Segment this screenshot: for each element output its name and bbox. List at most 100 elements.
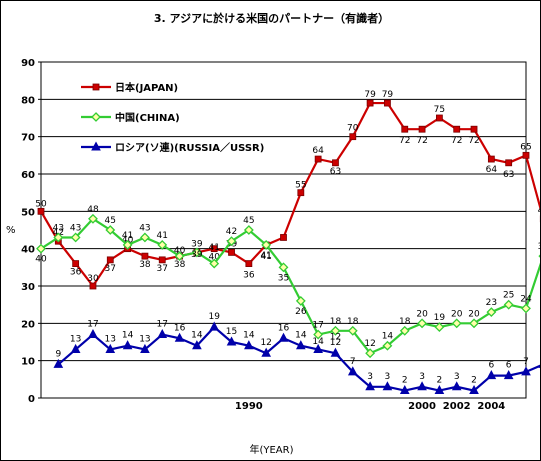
data-label: 14 (191, 331, 203, 341)
data-label: 17 (157, 320, 168, 330)
y-tick-label: 20 (21, 319, 35, 330)
data-point (106, 256, 114, 264)
data-point (36, 243, 46, 254)
x-tick-label: 2000 (408, 401, 436, 412)
data-label: 24 (520, 294, 532, 304)
data-label: 3 (385, 372, 391, 382)
data-label: 37 (105, 264, 116, 274)
data-point (330, 347, 341, 357)
data-label: 63 (503, 170, 514, 180)
data-point (434, 384, 445, 395)
data-label: 41 (208, 243, 219, 253)
data-label: 38 (174, 260, 186, 270)
data-label: 72 (416, 136, 427, 146)
data-point (503, 370, 514, 380)
data-point (469, 318, 479, 329)
data-point (245, 260, 253, 268)
data-label: 45 (243, 216, 254, 226)
data-point (92, 83, 100, 91)
data-label: 14 (122, 331, 134, 341)
data-point (88, 328, 98, 339)
data-point (366, 99, 374, 107)
data-label: 36 (70, 268, 82, 278)
data-label: 6 (506, 361, 512, 371)
data-point (486, 307, 497, 318)
data-point (209, 258, 220, 269)
data-point (295, 296, 306, 306)
data-point (280, 234, 287, 241)
data-point (469, 384, 479, 395)
data-point (72, 260, 80, 268)
data-label: 17 (87, 320, 98, 330)
data-point (278, 262, 289, 273)
data-point (451, 381, 462, 391)
data-label: 3 (454, 372, 460, 382)
data-label: 40 (35, 255, 47, 265)
x-tick-label: 1990 (235, 401, 263, 412)
data-label: 12 (260, 338, 271, 348)
data-label: 35 (278, 273, 289, 283)
data-label: 7 (523, 357, 529, 367)
data-label: 16 (278, 323, 290, 333)
data-label: 14 (382, 332, 394, 342)
data-label: 12 (330, 332, 341, 342)
data-label: 48 (538, 206, 540, 216)
data-point (313, 343, 323, 353)
data-point (314, 155, 322, 163)
data-point (209, 321, 220, 331)
data-point (243, 225, 254, 235)
data-point (244, 340, 254, 350)
data-label: 13 (70, 334, 81, 344)
data-label: 20 (416, 309, 428, 319)
data-label: 45 (105, 216, 116, 226)
y-tick-label: 90 (21, 58, 35, 69)
data-label: 9 (55, 349, 61, 359)
data-point (365, 381, 375, 391)
data-point (505, 159, 513, 167)
data-point (210, 245, 218, 253)
data-label: 41 (260, 251, 271, 261)
data-label: 18 (399, 317, 411, 327)
data-label: 72 (451, 136, 462, 146)
data-label: 19 (434, 313, 446, 323)
data-label: 43 (70, 223, 81, 233)
data-label: 50 (35, 199, 47, 209)
data-point (522, 151, 530, 159)
data-point (451, 318, 462, 329)
data-point (401, 125, 409, 133)
x-tick-label: 2004 (477, 401, 505, 412)
data-label: 13 (139, 334, 150, 344)
data-label: 6 (488, 361, 494, 371)
data-point (399, 384, 410, 395)
data-point (141, 252, 149, 260)
data-label: 19 (208, 312, 220, 322)
data-label: 72 (399, 136, 410, 146)
data-point (53, 358, 64, 368)
legend-label: 日本(JAPAN) (115, 81, 178, 94)
data-label: 65 (520, 142, 531, 152)
data-label: 43 (53, 223, 64, 233)
data-point (365, 348, 376, 359)
data-point (91, 112, 101, 122)
data-label: 64 (312, 146, 324, 156)
data-point (226, 236, 237, 247)
data-point (37, 207, 45, 215)
data-label: 63 (330, 167, 341, 177)
data-label: 3 (367, 372, 373, 382)
data-label: 2 (437, 376, 443, 386)
data-label: 41 (157, 231, 168, 241)
y-axis-label: % (6, 225, 16, 236)
data-point (417, 381, 427, 391)
data-point (332, 159, 339, 167)
data-point (538, 365, 540, 368)
data-label: 2 (402, 376, 408, 386)
data-point (89, 282, 97, 290)
data-point (158, 256, 166, 264)
data-point (91, 141, 101, 151)
data-point (70, 232, 81, 243)
data-label: 48 (87, 205, 99, 215)
data-label: 36 (243, 271, 255, 281)
data-point (295, 340, 306, 350)
data-point (261, 347, 272, 357)
data-point (313, 329, 324, 340)
